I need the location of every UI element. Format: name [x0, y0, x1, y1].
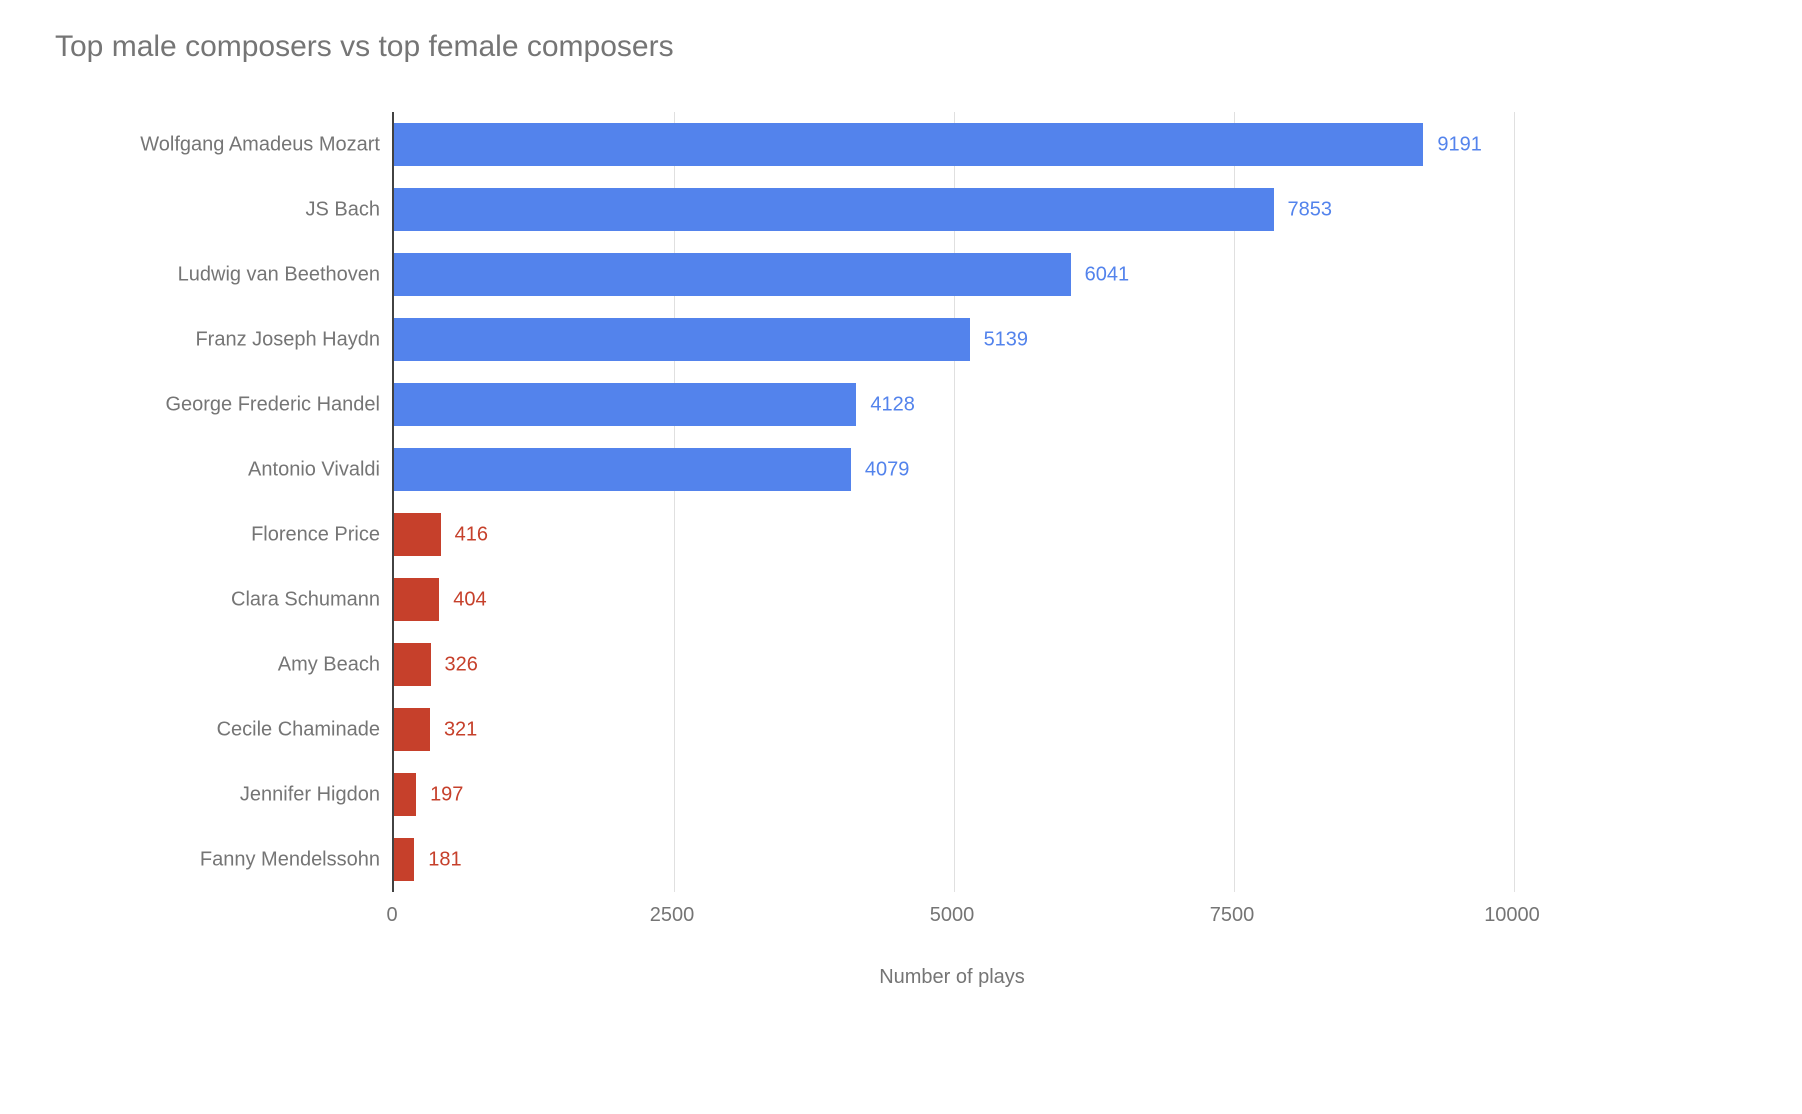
data-label: 9191 — [1423, 133, 1482, 156]
y-axis-label: JS Bach — [306, 198, 394, 221]
y-axis-label: Wolfgang Amadeus Mozart — [140, 133, 394, 156]
bar — [394, 318, 970, 361]
y-axis-label: Fanny Mendelssohn — [200, 848, 394, 871]
x-axis-tick: 0 — [386, 904, 397, 927]
data-label: 416 — [441, 523, 488, 546]
bar-row: Cecile Chaminade321 — [394, 697, 1514, 762]
x-axis-tick: 10000 — [1484, 904, 1540, 927]
y-axis-label: Jennifer Higdon — [240, 783, 394, 806]
y-axis-label: Antonio Vivaldi — [248, 458, 394, 481]
bar-row: Clara Schumann404 — [394, 567, 1514, 632]
bar — [394, 123, 1423, 166]
y-axis-label: Franz Joseph Haydn — [195, 328, 394, 351]
data-label: 4079 — [851, 458, 910, 481]
bar — [394, 838, 414, 881]
bar — [394, 708, 430, 751]
bar-row: Amy Beach326 — [394, 632, 1514, 697]
data-label: 404 — [439, 588, 486, 611]
bar-row: Jennifer Higdon197 — [394, 762, 1514, 827]
bar — [394, 253, 1071, 296]
x-axis-tick: 2500 — [650, 904, 695, 927]
bar — [394, 383, 856, 426]
x-axis: 025005000750010000 — [392, 892, 1512, 942]
bar — [394, 448, 851, 491]
data-label: 321 — [430, 718, 477, 741]
bar — [394, 773, 416, 816]
plot-area: Wolfgang Amadeus Mozart9191JS Bach7853Lu… — [392, 112, 1514, 892]
bar-row: Antonio Vivaldi4079 — [394, 437, 1514, 502]
bar-row: Fanny Mendelssohn181 — [394, 827, 1514, 892]
data-label: 326 — [431, 653, 478, 676]
bar-row: Franz Joseph Haydn5139 — [394, 307, 1514, 372]
data-label: 5139 — [970, 328, 1029, 351]
bar — [394, 643, 431, 686]
bar-row: Wolfgang Amadeus Mozart9191 — [394, 112, 1514, 177]
data-label: 181 — [414, 848, 461, 871]
composers-bar-chart: Top male composers vs top female compose… — [55, 30, 1755, 989]
y-axis-label: Ludwig van Beethoven — [178, 263, 394, 286]
x-axis-title: Number of plays — [392, 966, 1512, 989]
bar-row: JS Bach7853 — [394, 177, 1514, 242]
bar — [394, 513, 441, 556]
data-label: 6041 — [1071, 263, 1130, 286]
y-axis-label: Clara Schumann — [231, 588, 394, 611]
x-axis-tick: 7500 — [1210, 904, 1255, 927]
bar — [394, 188, 1274, 231]
chart-title: Top male composers vs top female compose… — [55, 30, 1755, 64]
y-axis-label: Amy Beach — [278, 653, 394, 676]
y-axis-label: George Frederic Handel — [165, 393, 394, 416]
bar — [394, 578, 439, 621]
bar-row: Florence Price416 — [394, 502, 1514, 567]
data-label: 197 — [416, 783, 463, 806]
data-label: 4128 — [856, 393, 915, 416]
y-axis-label: Cecile Chaminade — [217, 718, 394, 741]
gridline — [1514, 112, 1515, 892]
bar-row: George Frederic Handel4128 — [394, 372, 1514, 437]
data-label: 7853 — [1274, 198, 1333, 221]
bar-row: Ludwig van Beethoven6041 — [394, 242, 1514, 307]
x-axis-tick: 5000 — [930, 904, 975, 927]
y-axis-label: Florence Price — [251, 523, 394, 546]
